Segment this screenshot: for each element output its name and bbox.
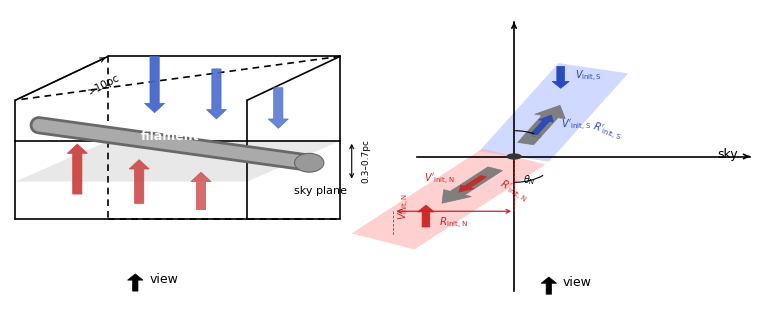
Text: view: view [149, 273, 178, 286]
Text: $\theta_S$: $\theta_S$ [531, 128, 543, 141]
Text: $V'_{\rm init,N}$: $V'_{\rm init,N}$ [424, 172, 455, 187]
Polygon shape [479, 63, 628, 162]
FancyArrow shape [552, 66, 569, 88]
FancyArrow shape [459, 176, 486, 192]
FancyArrow shape [531, 115, 553, 135]
Text: $\theta_N$: $\theta_N$ [523, 173, 536, 187]
FancyArrow shape [191, 172, 211, 210]
Text: filament: filament [141, 130, 199, 143]
Text: sky plane: sky plane [294, 186, 347, 196]
Text: $R_{\rm init,N}$: $R_{\rm init,N}$ [439, 216, 468, 231]
Text: $V'_{\rm init,S}$: $V'_{\rm init,S}$ [560, 118, 591, 133]
FancyArrow shape [442, 167, 502, 203]
FancyArrow shape [541, 277, 557, 294]
Text: sky: sky [717, 148, 738, 162]
FancyArrow shape [518, 105, 565, 145]
FancyArrow shape [417, 205, 434, 227]
FancyArrow shape [206, 69, 226, 119]
Text: 0.3–0.7pc: 0.3–0.7pc [361, 139, 370, 183]
Polygon shape [15, 141, 340, 182]
Ellipse shape [295, 153, 324, 172]
Text: $V_{\rm init,S}$: $V_{\rm init,S}$ [574, 69, 601, 84]
FancyArrow shape [67, 144, 87, 194]
Circle shape [506, 153, 522, 160]
FancyArrow shape [129, 160, 149, 203]
FancyArrow shape [128, 274, 143, 291]
FancyArrow shape [145, 56, 165, 113]
Text: $R'_{\rm init,N}$: $R'_{\rm init,N}$ [495, 177, 530, 206]
Text: >10pc: >10pc [87, 72, 122, 97]
FancyArrow shape [268, 88, 288, 128]
Polygon shape [352, 149, 546, 249]
Text: $R'_{\rm init,S}$: $R'_{\rm init,S}$ [591, 120, 624, 144]
Text: $V_{\rm init,N}$: $V_{\rm init,N}$ [397, 193, 412, 220]
Text: view: view [563, 276, 591, 290]
